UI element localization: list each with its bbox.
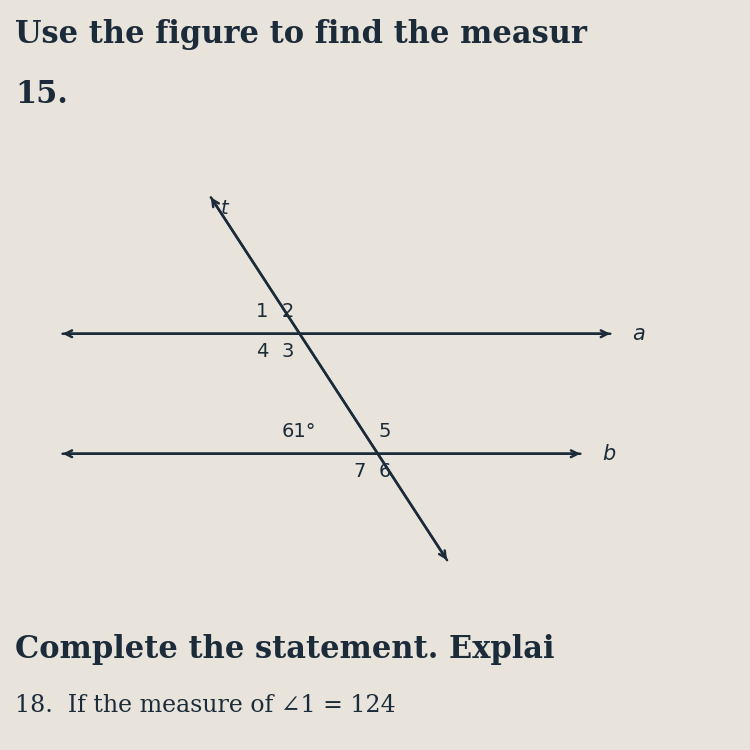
Text: 1: 1 bbox=[256, 302, 268, 320]
Text: 3: 3 bbox=[281, 342, 294, 361]
Text: Complete the statement. Explai: Complete the statement. Explai bbox=[15, 634, 554, 664]
Text: 18.  If the measure of ∠1 = 124: 18. If the measure of ∠1 = 124 bbox=[15, 694, 396, 717]
Text: a: a bbox=[632, 324, 644, 344]
Text: 4: 4 bbox=[256, 342, 268, 361]
Text: 2: 2 bbox=[281, 302, 294, 320]
Text: 61°: 61° bbox=[282, 422, 316, 440]
Text: 15.: 15. bbox=[15, 79, 68, 110]
Text: 7: 7 bbox=[353, 462, 365, 481]
Text: 5: 5 bbox=[379, 422, 392, 440]
Text: b: b bbox=[602, 444, 615, 464]
Text: Use the figure to find the measur: Use the figure to find the measur bbox=[15, 19, 587, 50]
Text: t: t bbox=[220, 199, 228, 217]
Text: 6: 6 bbox=[379, 462, 391, 481]
